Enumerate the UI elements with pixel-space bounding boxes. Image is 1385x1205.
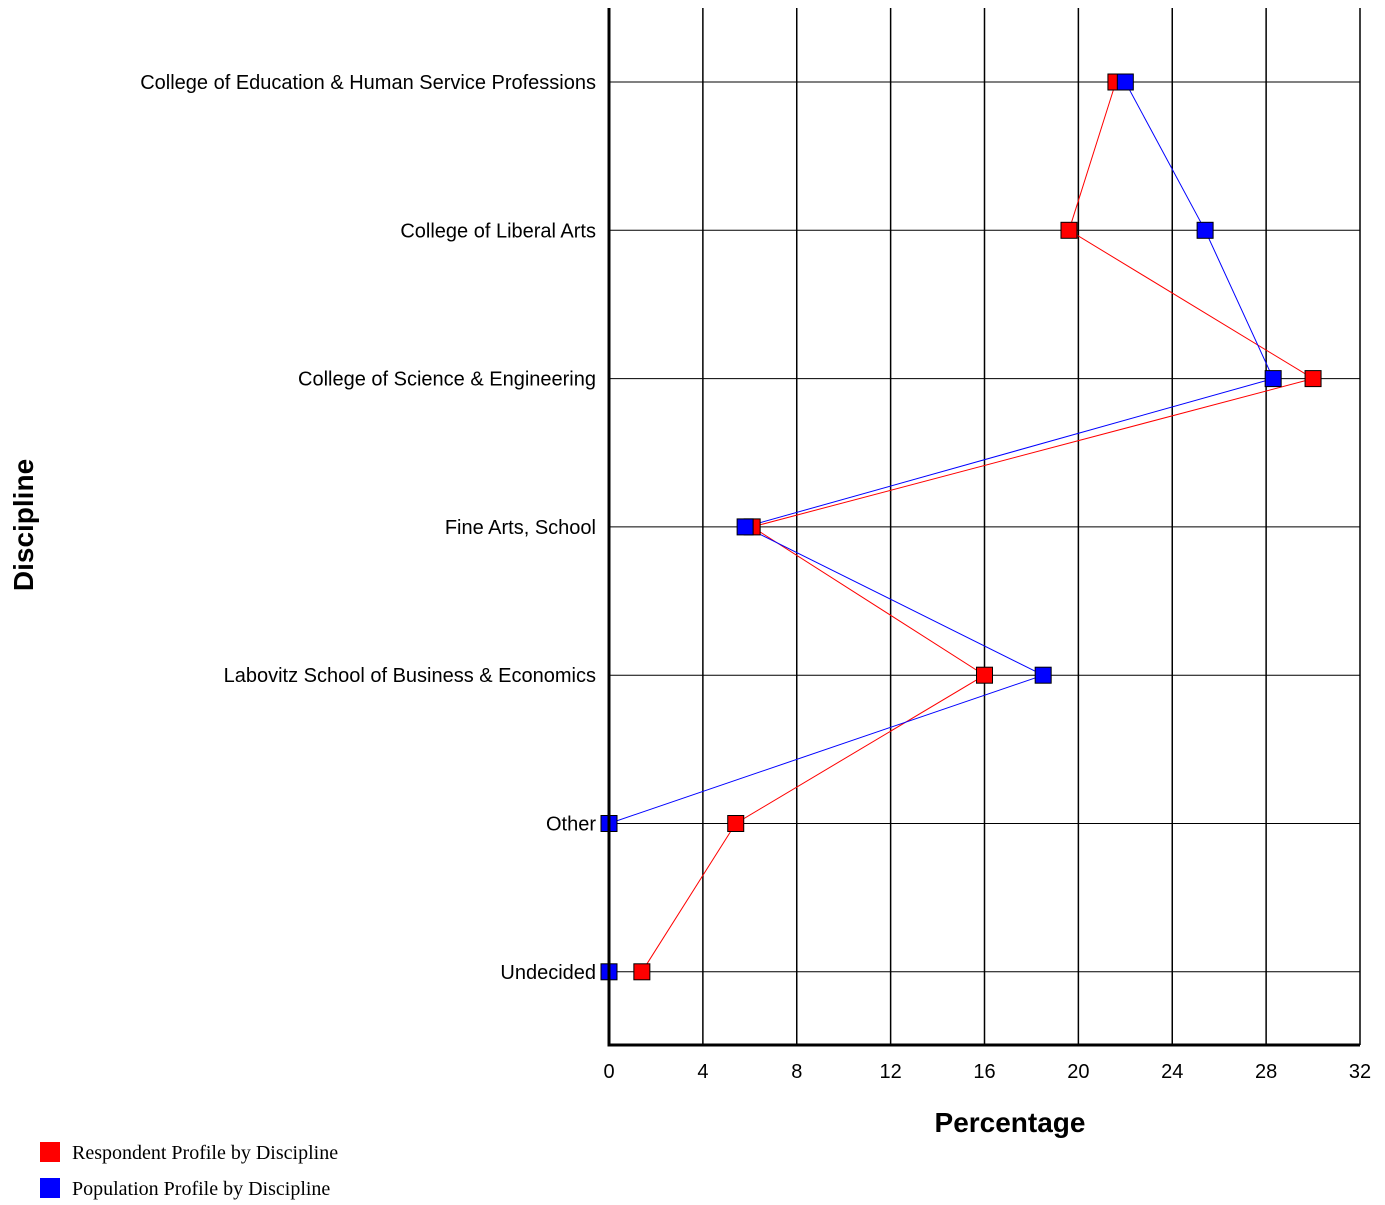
- legend-swatch: [40, 1178, 60, 1198]
- x-tick-label: 8: [791, 1061, 802, 1083]
- category-label: College of Science & Engineering: [298, 369, 596, 391]
- x-axis-title: Percentage: [935, 1107, 1086, 1138]
- x-tick-label: 0: [603, 1061, 614, 1083]
- legend-swatch: [40, 1142, 60, 1162]
- x-tick-labels: 0 4 8 12 16 20 24 28 32: [603, 1061, 1371, 1083]
- axes: [607, 8, 1360, 1047]
- data-point: [1034, 666, 1052, 684]
- x-tick-label: 16: [973, 1061, 995, 1083]
- data-point: [633, 963, 651, 981]
- category-label: Fine Arts, School: [445, 517, 596, 539]
- data-point: [1264, 370, 1282, 388]
- x-tick-label: 28: [1255, 1061, 1277, 1083]
- y-axis-title: Discipline: [8, 459, 39, 591]
- series-markers: [600, 73, 1322, 981]
- category-labels: College of Education & Human Service Pro…: [140, 72, 596, 984]
- category-label: College of Liberal Arts: [400, 220, 596, 242]
- data-point: [1116, 73, 1134, 91]
- data-point: [1304, 370, 1322, 388]
- data-point: [1196, 221, 1214, 239]
- category-label: College of Education & Human Service Pro…: [140, 72, 596, 94]
- category-label: Undecided: [500, 962, 596, 984]
- x-tick-label: 24: [1161, 1061, 1183, 1083]
- legend-label: Respondent Profile by Discipline: [72, 1142, 338, 1164]
- x-tick-label: 4: [697, 1061, 708, 1083]
- legend: Respondent Profile by Discipline Populati…: [40, 1142, 338, 1200]
- x-tick-label: 12: [880, 1061, 902, 1083]
- legend-label: Population Profile by Discipline: [72, 1178, 330, 1200]
- x-tick-label: 20: [1067, 1061, 1089, 1083]
- data-point: [727, 815, 745, 832]
- data-point: [736, 518, 754, 536]
- category-label: Other: [546, 814, 596, 836]
- data-point: [1060, 221, 1078, 239]
- data-point: [976, 666, 993, 684]
- x-tick-label: 32: [1349, 1061, 1371, 1083]
- category-label: Labovitz School of Business & Economics: [224, 665, 596, 687]
- grid: [609, 8, 1361, 1045]
